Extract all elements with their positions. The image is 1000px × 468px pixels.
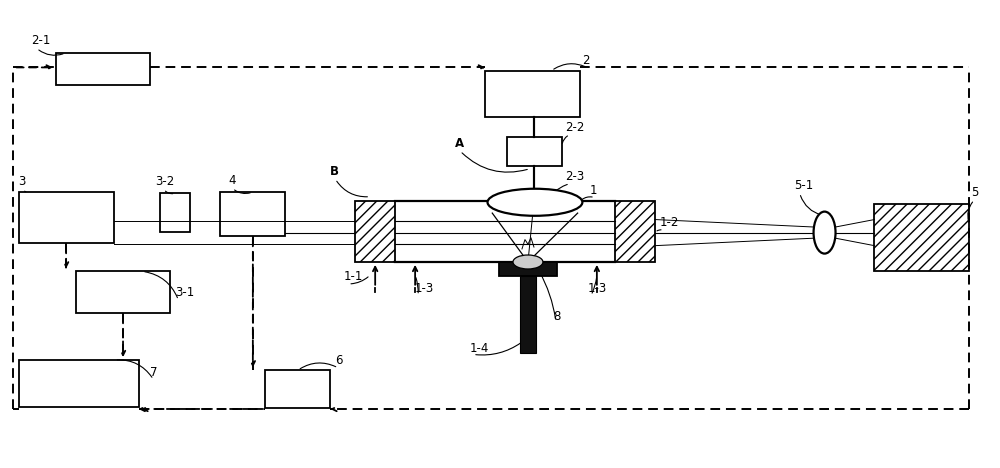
- Bar: [19, 360, 139, 407]
- Bar: [355, 201, 395, 262]
- Ellipse shape: [513, 255, 543, 269]
- Text: 2-2: 2-2: [565, 121, 584, 134]
- Bar: [76, 271, 170, 313]
- Text: 2-3: 2-3: [565, 170, 584, 183]
- Bar: [265, 370, 330, 408]
- Text: B: B: [330, 165, 339, 178]
- Text: 1-2: 1-2: [660, 216, 679, 229]
- Bar: [56, 53, 150, 85]
- Text: 5-1: 5-1: [795, 179, 814, 192]
- Bar: [507, 138, 562, 166]
- Ellipse shape: [814, 212, 836, 254]
- Text: 3-1: 3-1: [175, 286, 195, 300]
- Text: 7: 7: [150, 366, 158, 379]
- Text: 5: 5: [971, 186, 979, 199]
- Text: 1-3: 1-3: [588, 282, 607, 295]
- Text: 4: 4: [228, 175, 236, 187]
- Text: A: A: [455, 137, 464, 150]
- Text: 2-1: 2-1: [31, 34, 50, 47]
- Bar: [160, 193, 190, 232]
- Bar: [615, 201, 655, 262]
- Text: 2: 2: [582, 54, 589, 67]
- Text: 3: 3: [19, 176, 26, 188]
- Text: 1: 1: [590, 183, 597, 197]
- Bar: [220, 192, 285, 236]
- Bar: [485, 71, 580, 117]
- Ellipse shape: [488, 189, 582, 216]
- Text: 3-2: 3-2: [155, 176, 175, 188]
- Text: 6: 6: [335, 354, 343, 367]
- Bar: [874, 204, 969, 271]
- Text: 1-3: 1-3: [415, 282, 434, 295]
- Text: 1-4: 1-4: [470, 342, 489, 355]
- Bar: [499, 262, 557, 276]
- Bar: [520, 276, 536, 353]
- Text: 1-1: 1-1: [343, 270, 363, 283]
- Text: 8: 8: [553, 310, 560, 322]
- Bar: [19, 192, 114, 243]
